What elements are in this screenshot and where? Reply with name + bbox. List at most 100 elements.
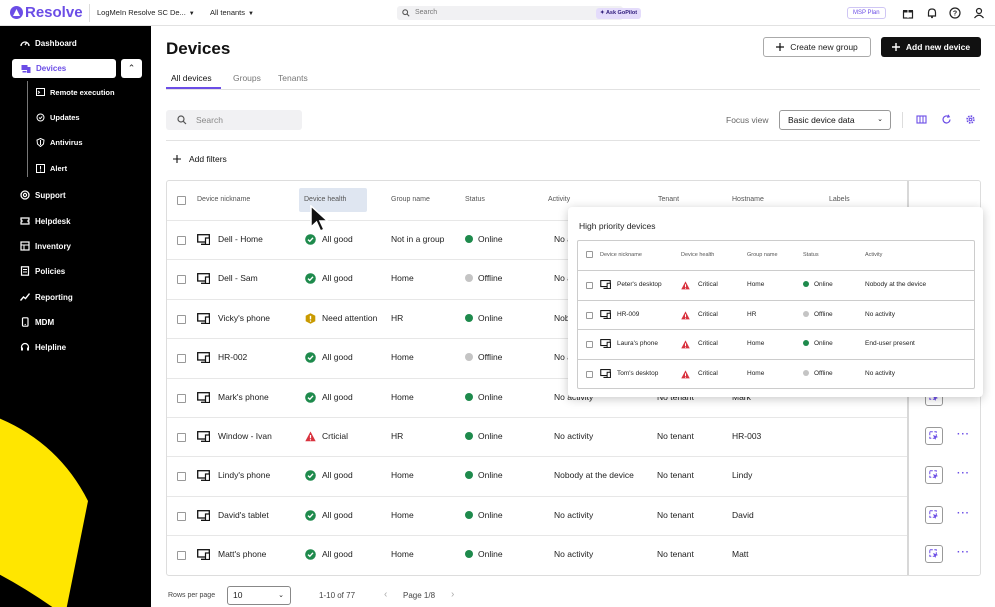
column-header-tenant[interactable]: Tenant [658,196,680,203]
column-header-group[interactable]: Group name [391,196,430,203]
remote-connect-icon [929,510,939,519]
row-checkbox[interactable] [177,275,186,285]
ask-gopilot-button[interactable]: ✦ Ask GoPilot [596,8,642,19]
previous-page-icon[interactable]: ‹ [384,589,388,600]
row-checkbox[interactable] [177,511,186,521]
gift-icon[interactable] [902,7,914,19]
column-header-hostname[interactable]: Hostname [732,196,764,203]
row-checkbox[interactable] [586,311,593,319]
table-row[interactable]: Tom's desktop Critical Home Offline No activ… [578,358,974,389]
select-all-checkbox[interactable] [177,196,186,205]
column-header-health: Device health [681,252,715,258]
refresh-icon[interactable] [941,114,952,125]
table-row[interactable]: Peter's desktop Critical Home Online Nobody … [578,270,974,300]
row-checkbox[interactable] [177,551,186,561]
sidebar-item-remote-execution[interactable]: Remote execution [36,88,115,97]
table-row[interactable]: David's tablet All good Home Online No activ… [167,495,980,535]
row-checkbox[interactable] [177,354,186,364]
pagination-range: 1-10 of 77 [319,591,356,600]
collapse-devices-button[interactable]: ⌃ [121,59,142,78]
gopilot-label: Ask GoPilot [605,10,638,16]
add-filters-button[interactable]: Add filters [173,154,227,164]
row-checkbox[interactable] [177,393,186,403]
column-header-status[interactable]: Status [465,196,485,203]
button-label: Create new group [790,42,858,52]
sidebar-item-label: Dashboard [35,38,77,48]
remote-connect-button[interactable] [925,545,943,564]
focus-view-select[interactable]: Basic device data ⌄ [779,110,891,130]
rows-per-page-select[interactable]: 10 ⌄ [227,586,291,605]
mobile-icon [21,317,29,327]
status-label: Offline [478,352,503,363]
sidebar-item-updates[interactable]: Updates [36,113,80,122]
sidebar-item-reporting[interactable]: Reporting [20,292,73,302]
sidebar-item-antivirus[interactable]: Antivirus [36,138,83,147]
columns-icon[interactable] [916,114,927,125]
more-options-icon[interactable]: ··· [957,507,970,519]
column-header-health[interactable]: Device health [304,196,347,203]
row-checkbox[interactable] [177,433,186,442]
row-checkbox[interactable] [177,236,186,245]
create-new-group-button[interactable]: Create new group [763,37,871,57]
sidebar: Dashboard Devices ⌃ Remote execution Upd… [0,26,151,607]
status-dot [465,510,473,519]
row-checkbox[interactable] [586,341,593,349]
remote-connect-button[interactable] [925,505,943,524]
device-health: Critical [698,340,718,348]
gear-icon[interactable] [965,114,976,125]
plan-badge[interactable]: MSP Plan [847,7,886,19]
sidebar-item-helpdesk[interactable]: Helpdesk [20,216,71,226]
column-header-activity[interactable]: Activity [548,196,571,203]
row-checkbox[interactable] [177,472,186,482]
tenant: No tenant [657,431,694,441]
status-dot [465,313,473,322]
next-page-icon[interactable]: › [451,589,455,600]
status-label: Online [814,340,833,348]
more-options-icon[interactable]: ··· [957,547,970,559]
user-icon[interactable] [973,7,985,19]
add-new-device-button[interactable]: Add new device [881,37,981,57]
tab-tenants[interactable]: Tenants [278,73,308,83]
sidebar-item-label: Remote execution [50,88,115,97]
brand-logo[interactable]: Resolve [10,4,83,21]
active-tab-indicator [166,87,221,89]
sidebar-item-label: Updates [50,113,80,122]
remote-connect-button[interactable] [925,427,943,445]
sidebar-item-policies[interactable]: Policies [20,266,65,276]
device-search-input[interactable]: Search [166,110,302,130]
row-checkbox[interactable] [177,314,186,324]
device-health: Critical [698,281,718,288]
tenant-selector[interactable]: All tenants ▼ [210,8,254,17]
help-icon[interactable]: ? [949,7,961,19]
table-row[interactable]: Laura's phone Critical Home Online End-user … [578,329,974,359]
column-header-nickname[interactable]: Device nickname [197,196,251,203]
account-selector[interactable]: LogMeIn Resolve SC De... ▼ [97,8,195,17]
global-search-input[interactable]: Search [397,6,623,20]
table-row[interactable]: Window - Ivan Crticial HR Online No activity… [167,417,980,456]
row-checkbox[interactable] [586,370,593,378]
column-header-labels[interactable]: Labels [829,196,850,203]
divider [166,89,980,90]
sidebar-item-mdm[interactable]: MDM [20,317,54,327]
tab-groups[interactable]: Groups [233,73,261,83]
sidebar-item-dashboard[interactable]: Dashboard [20,38,77,48]
hostname: HR-003 [732,431,762,441]
bell-icon[interactable] [926,7,938,19]
tab-all-devices[interactable]: All devices [171,73,212,83]
table-row[interactable]: HR-009 Critical HR Offline No activity [578,299,974,330]
table-row[interactable]: Matt's phone All good Home Online No activit… [167,535,980,574]
sidebar-item-helpline[interactable]: Helpline [20,342,66,352]
device-health: All good [322,470,353,481]
row-checkbox[interactable] [586,282,593,289]
sidebar-item-support[interactable]: Support [20,190,66,200]
sidebar-item-devices[interactable]: Devices [12,59,116,78]
sidebar-item-alert[interactable]: Alert [36,164,67,173]
more-options-icon[interactable]: ··· [957,429,970,440]
select-all-checkbox[interactable] [586,251,593,258]
table-row[interactable]: Lindy's phone All good Home Online Nobody at… [167,456,980,495]
remote-connect-button[interactable] [925,466,943,485]
more-options-icon[interactable]: ··· [957,468,970,480]
sidebar-item-inventory[interactable]: Inventory [20,241,71,251]
device-health: Critical [698,369,718,377]
group-name: Home [747,369,765,377]
